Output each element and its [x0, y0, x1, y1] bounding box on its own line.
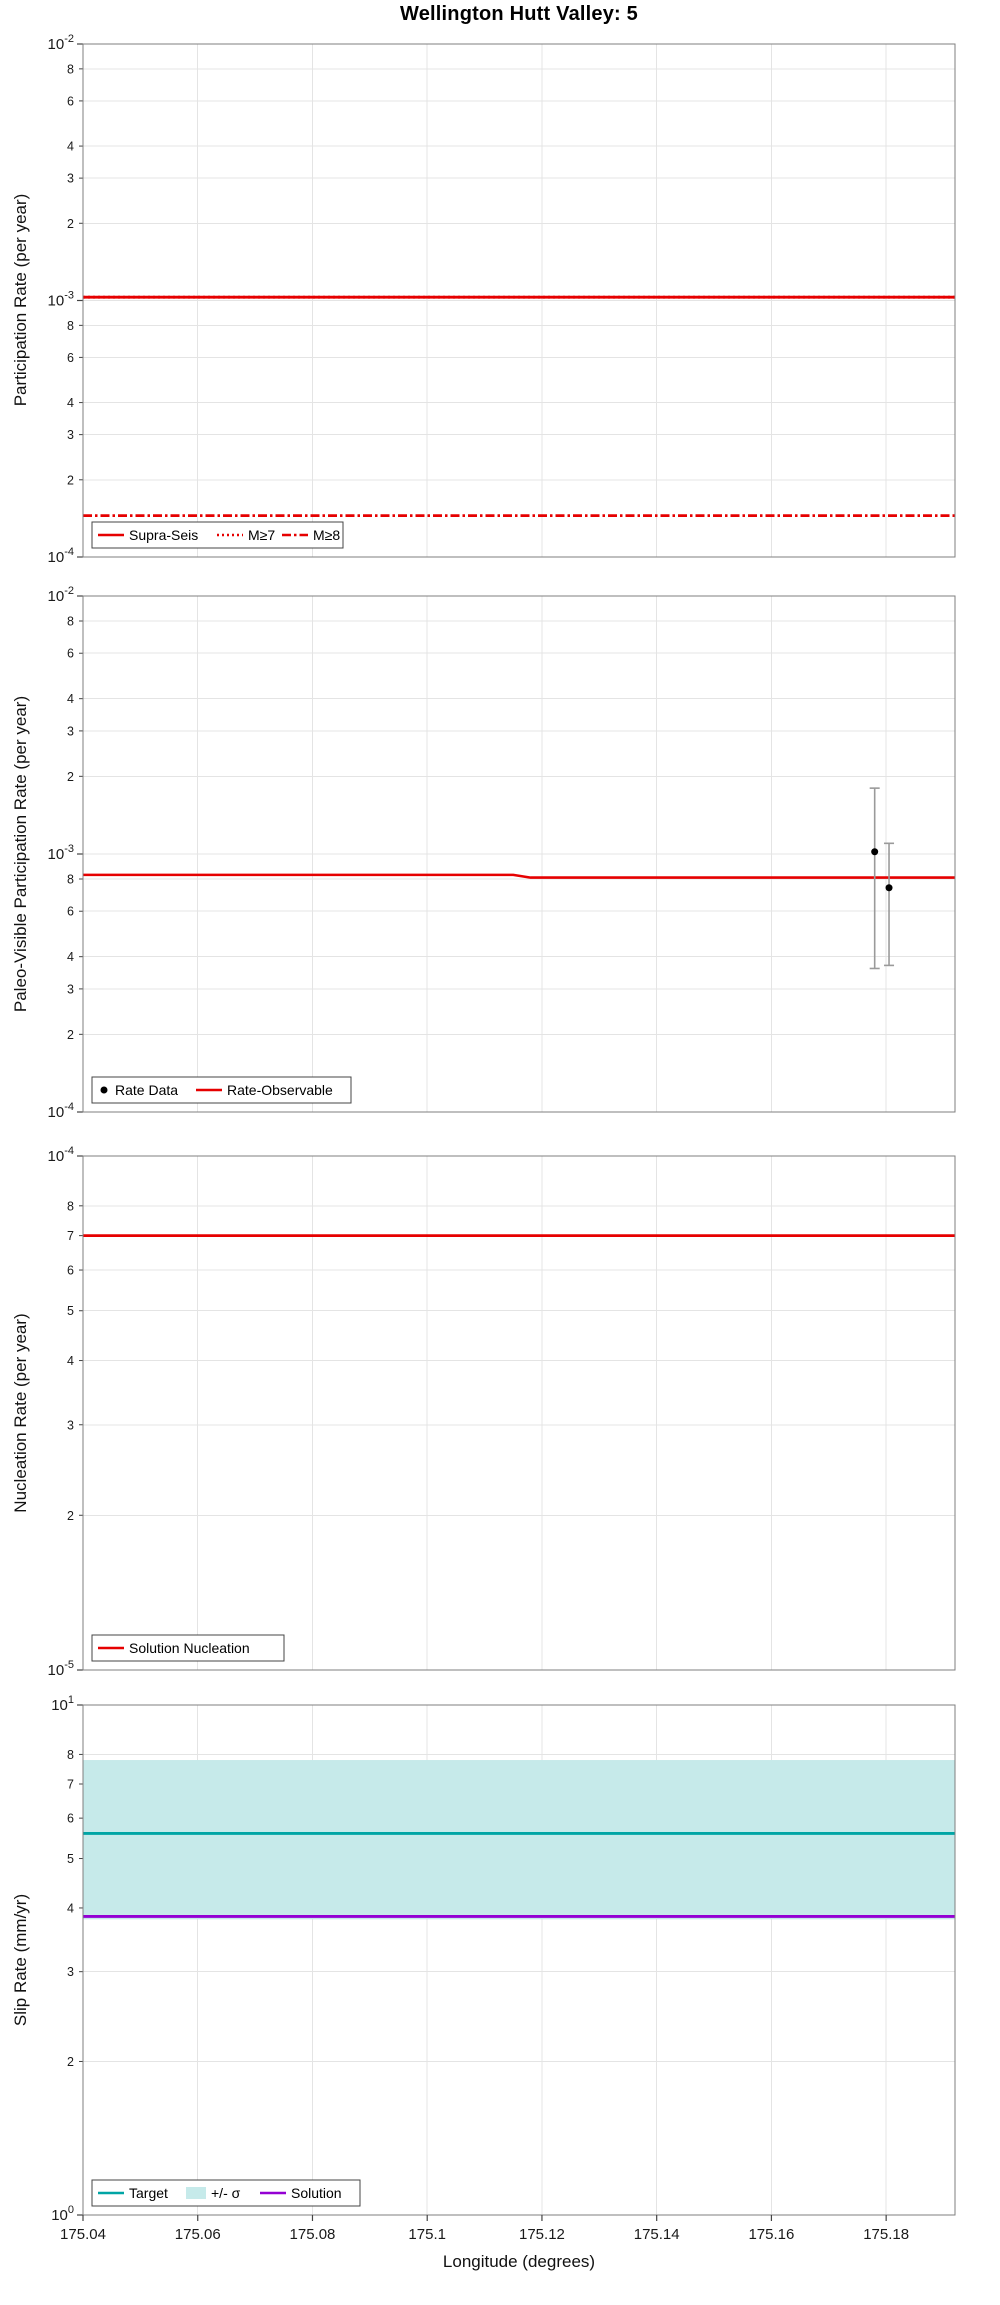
figure-title: Wellington Hutt Valley: 5	[400, 3, 638, 25]
y-tick-label-minor: 6	[67, 905, 74, 919]
y-tick-label-major: 100	[51, 2204, 74, 2224]
y-tick-label-major: 10-3	[48, 843, 74, 863]
y-tick-label-minor: 4	[67, 950, 74, 964]
y-tick-label-major: 10-4	[48, 1145, 74, 1165]
legend-item-rate-observable: Rate-Observable	[196, 1082, 333, 1098]
legend-item-: +/- σ	[186, 2185, 241, 2201]
y-tick-label-minor: 3	[67, 724, 74, 738]
x-tick-label: 175.18	[863, 2226, 909, 2243]
y-tick-label-major: 10-2	[48, 585, 74, 605]
legend: Target +/- σ Solution	[91, 2179, 361, 2207]
error-bar	[869, 787, 880, 970]
legend-label: +/- σ	[211, 2185, 241, 2201]
y-tick-label-minor: 4	[67, 140, 74, 154]
y-tick-label-minor: 2	[67, 770, 74, 784]
legend-box	[91, 2179, 361, 2207]
y-tick-label-minor: 3	[67, 428, 74, 442]
legend-label: Rate Data	[115, 1082, 178, 1098]
x-axis-title: Longitude (degrees)	[442, 2252, 596, 2271]
x-tick-label: 175.06	[175, 2226, 221, 2243]
legend-item-rate-data: Rate Data	[100, 1082, 178, 1098]
legend-patch-swatch	[186, 2187, 206, 2199]
sigma-band	[83, 1760, 955, 1920]
x-tick-label: 175.04	[60, 2226, 106, 2243]
y-tick-label-minor: 3	[67, 1965, 74, 1979]
y-tick-label-major: 10-3	[48, 290, 74, 310]
y-tick-label-minor: 6	[67, 1264, 74, 1278]
x-tick-label: 175.16	[748, 2226, 794, 2243]
axes-border	[82, 1155, 956, 1671]
y-tick-label-minor: 7	[67, 1778, 74, 1792]
legend-item-m-7: M≥7	[217, 527, 275, 543]
rate-data-point	[885, 884, 893, 892]
y-tick-label-major: 101	[51, 1694, 74, 1714]
legend-item-supra-seis: Supra-Seis	[98, 527, 198, 543]
legend: Rate Data Rate-Observable	[91, 1076, 352, 1104]
y-tick-label-minor: 4	[67, 1354, 74, 1368]
y-tick-label-minor: 5	[67, 1304, 74, 1318]
y-tick-label-minor: 6	[67, 1812, 74, 1826]
y-tick-label-minor: 5	[67, 1852, 74, 1866]
y-tick-label-minor: 8	[67, 62, 74, 76]
rate-observable-line	[83, 873, 955, 879]
axes-border	[82, 595, 956, 1113]
y-tick-label-minor: 2	[67, 2055, 74, 2069]
y-tick-label-minor: 8	[67, 1199, 74, 1213]
y-tick-label-minor: 8	[67, 873, 74, 887]
y-tick-label-minor: 2	[67, 1509, 74, 1523]
y-tick-label-minor: 6	[67, 94, 74, 108]
y-tick-label-minor: 8	[67, 615, 74, 629]
y-tick-label-major: 10-5	[48, 1659, 74, 1679]
legend-label: Target	[129, 2185, 168, 2201]
subplot-1: 10-2 8 6 4 3 2 10-3 8 6 4 3 2 10-4 Rate Data Rate-Obse…	[48, 585, 956, 1121]
y-tick-label-major: 10-4	[48, 1101, 74, 1121]
x-tick-label: 175.1	[408, 2226, 446, 2243]
y-tick-label-minor: 4	[67, 396, 74, 410]
legend-label: Solution Nucleation	[129, 1640, 250, 1656]
error-bar	[884, 842, 895, 967]
y-tick-label-minor: 3	[67, 982, 74, 996]
subplot-3: 101 8 7 6 5 4 3 2 100 Target +/- σ Solution	[51, 1694, 956, 2224]
legend-label: M≥7	[248, 527, 275, 543]
y-tick-label-minor: 6	[67, 351, 74, 365]
legend-marker-swatch	[100, 1086, 108, 1094]
y-tick-label-minor: 2	[67, 473, 74, 487]
y-tick-label-minor: 4	[67, 692, 74, 706]
y-tick-label-major: 10-2	[48, 33, 74, 53]
legend-item-m-8: M≥8	[282, 527, 340, 543]
legend-item-target: Target	[98, 2185, 168, 2201]
legend-label: Solution	[291, 2185, 342, 2201]
rate-data-point	[871, 848, 879, 856]
legend-label: Rate-Observable	[227, 1082, 333, 1098]
x-tick-label: 175.12	[519, 2226, 565, 2243]
subplot-2: 10-4 8 7 6 5 4 3 2 10-5 Solution Nucleation	[48, 1145, 956, 1679]
subplot-0: 10-2 8 6 4 3 2 10-3 8 6 4 3 2 10-4 Supra-Seis M≥7 M≥8	[48, 33, 956, 566]
legend-label: M≥8	[313, 527, 340, 543]
y-tick-label-minor: 8	[67, 319, 74, 333]
y-tick-label-minor: 3	[67, 172, 74, 186]
axes-border	[82, 43, 956, 558]
y-tick-label-minor: 2	[67, 1028, 74, 1042]
legend-label: Supra-Seis	[129, 527, 198, 543]
y-tick-label-major: 10-4	[48, 546, 74, 566]
legend: Solution Nucleation	[91, 1634, 285, 1662]
legend-item-solution-nucleation: Solution Nucleation	[98, 1640, 250, 1656]
y-tick-label-minor: 7	[67, 1229, 74, 1243]
legend-item-solution: Solution	[260, 2185, 342, 2201]
axes-border	[82, 1704, 956, 2216]
y-tick-label-minor: 2	[67, 217, 74, 231]
y-tick-label-minor: 6	[67, 647, 74, 661]
x-tick-label: 175.08	[290, 2226, 336, 2243]
y-tick-label-minor: 4	[67, 1901, 74, 1915]
y-tick-label-minor: 8	[67, 1748, 74, 1762]
legend: Supra-Seis M≥7 M≥8	[91, 521, 344, 549]
x-tick-label: 175.14	[634, 2226, 680, 2243]
y-tick-label-minor: 3	[67, 1418, 74, 1432]
